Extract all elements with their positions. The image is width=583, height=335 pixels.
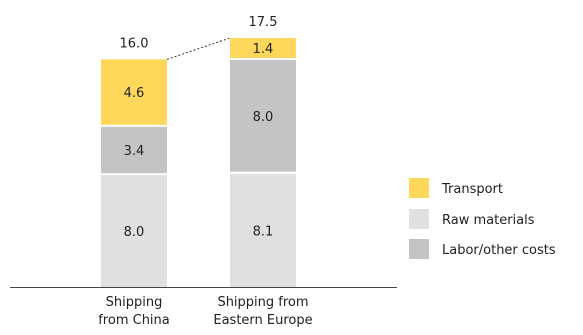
data-label-transport-1: 4.6 [124,86,145,101]
category-label-2-line-2: Eastern Europe [213,313,312,328]
category-label-1-line-2: from China [98,313,170,328]
bar-transport-1 [101,59,167,125]
bar-labor-other-costs-1 [101,126,167,174]
legend-label-transport: Transport [441,182,503,197]
legend-swatch-raw-materials [409,209,429,229]
data-label-labor-other-costs-2: 8.0 [253,110,274,125]
bar-transport-2 [230,38,296,58]
category-label-1-line-1: Shipping [106,295,163,310]
data-label-transport-2: 1.4 [253,42,274,57]
data-label-raw-materials-2: 8.1 [253,224,274,239]
legend-swatch-transport [409,178,429,198]
legend-label-raw-materials: Raw materials [442,213,535,228]
category-label-2-line-1: Shipping from [217,295,308,310]
bar-raw-materials-2 [230,173,296,287]
bar-labor-other-costs-2 [230,59,296,172]
total-label-2: 17.5 [249,15,278,30]
legend-swatch-labor-other-costs [409,239,429,259]
connector-line [166,37,231,60]
legend-label-labor-other-costs: Labor/other costs [442,243,556,258]
bar-raw-materials-1 [101,175,167,287]
total-label-1: 16.0 [120,36,149,51]
data-label-labor-other-costs-1: 3.4 [124,144,145,159]
data-label-raw-materials-1: 8.0 [124,225,145,240]
